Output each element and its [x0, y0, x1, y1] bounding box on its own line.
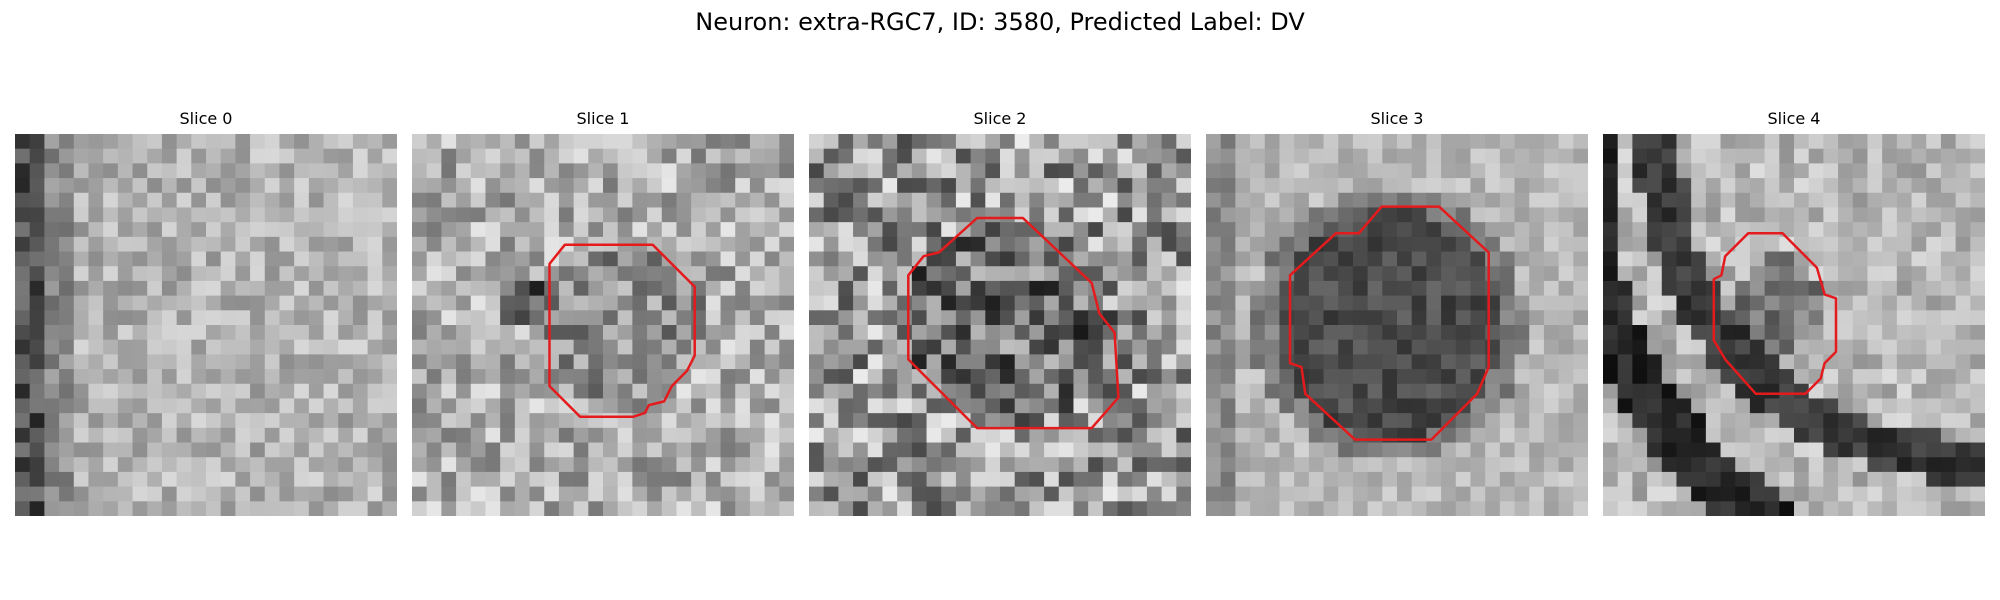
pixel-mosaic	[15, 134, 397, 516]
slice-title: Slice 0	[179, 109, 233, 128]
segmentation-contour	[907, 216, 1120, 430]
segmentation-contour	[1288, 205, 1490, 441]
slice-panel-1: Slice 1	[412, 108, 794, 516]
figure-title: Neuron: extra-RGC7, ID: 3580, Predicted …	[695, 8, 1305, 36]
slice-image	[809, 134, 1191, 516]
slice-svg	[1603, 134, 1985, 516]
slice-title: Slice 3	[1370, 109, 1424, 128]
slice-svg	[1206, 134, 1588, 516]
pixel-mosaic	[412, 134, 794, 516]
slice-title: Slice 2	[973, 109, 1027, 128]
pixel-mosaic	[809, 134, 1191, 516]
slice-image	[1603, 134, 1985, 516]
segmentation-contour	[548, 243, 696, 418]
slice-image	[15, 134, 397, 516]
slice-panels: Slice 0 Slice 1 Slice 2 Slice 3 Slice 4	[15, 108, 1985, 516]
slice-svg	[412, 134, 794, 516]
slice-panel-4: Slice 4	[1603, 108, 1985, 516]
pixel-mosaic	[1603, 134, 1985, 516]
slice-title: Slice 1	[576, 109, 630, 128]
slice-svg	[15, 134, 397, 516]
pixel-mosaic	[1206, 134, 1588, 516]
slice-image	[1206, 134, 1588, 516]
slice-panel-2: Slice 2	[809, 108, 1191, 516]
slice-image	[412, 134, 794, 516]
segmentation-contour	[1712, 232, 1838, 396]
slice-svg	[809, 134, 1191, 516]
slice-panel-0: Slice 0	[15, 108, 397, 516]
slice-panel-3: Slice 3	[1206, 108, 1588, 516]
slice-title: Slice 4	[1767, 109, 1821, 128]
